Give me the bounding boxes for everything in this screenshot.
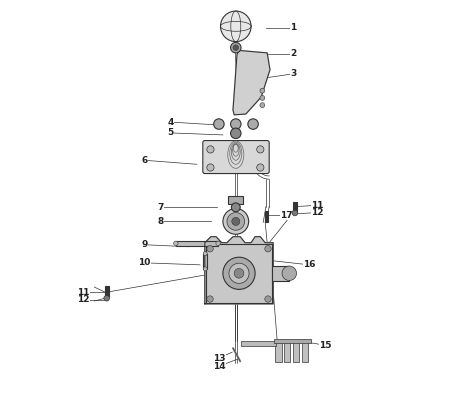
Circle shape <box>265 245 271 252</box>
Text: 6: 6 <box>141 156 147 165</box>
Circle shape <box>260 103 265 108</box>
Bar <box>176 241 218 245</box>
Circle shape <box>248 119 258 129</box>
Circle shape <box>203 252 207 256</box>
Text: 3: 3 <box>290 69 296 78</box>
Circle shape <box>214 119 224 129</box>
Text: 1: 1 <box>290 23 296 32</box>
Circle shape <box>223 257 255 290</box>
Circle shape <box>265 296 271 302</box>
Bar <box>228 196 244 204</box>
Text: 14: 14 <box>212 362 225 371</box>
Bar <box>241 341 276 346</box>
Circle shape <box>257 146 264 153</box>
Circle shape <box>207 245 213 252</box>
Bar <box>203 254 207 269</box>
Circle shape <box>260 88 265 93</box>
Circle shape <box>232 217 240 226</box>
Circle shape <box>223 209 249 234</box>
Text: 2: 2 <box>290 49 296 58</box>
Circle shape <box>230 128 241 139</box>
Text: 12: 12 <box>77 295 90 304</box>
Bar <box>206 243 273 303</box>
Circle shape <box>257 164 264 171</box>
Circle shape <box>227 213 245 230</box>
Text: 17: 17 <box>280 211 293 220</box>
Circle shape <box>229 263 249 284</box>
Bar <box>284 340 291 362</box>
Circle shape <box>220 11 251 42</box>
Bar <box>275 340 282 362</box>
Text: 13: 13 <box>213 354 225 362</box>
Bar <box>273 266 289 281</box>
Circle shape <box>260 96 265 100</box>
Text: 4: 4 <box>167 117 174 126</box>
Polygon shape <box>205 237 273 304</box>
Circle shape <box>216 241 220 245</box>
Circle shape <box>231 203 240 212</box>
Circle shape <box>207 296 213 302</box>
Bar <box>105 286 109 296</box>
Text: 16: 16 <box>303 260 316 269</box>
Circle shape <box>230 43 241 53</box>
FancyBboxPatch shape <box>203 141 269 173</box>
Polygon shape <box>233 51 270 115</box>
Text: 11: 11 <box>311 201 324 210</box>
Text: 9: 9 <box>141 240 148 249</box>
Circle shape <box>104 295 109 301</box>
Circle shape <box>203 267 207 271</box>
Bar <box>265 211 268 222</box>
Circle shape <box>233 45 238 51</box>
Bar <box>293 340 300 362</box>
Bar <box>293 202 297 211</box>
Circle shape <box>292 210 298 216</box>
Text: 8: 8 <box>157 217 164 226</box>
Circle shape <box>173 241 178 245</box>
Circle shape <box>230 119 241 129</box>
Circle shape <box>234 269 244 278</box>
Text: 15: 15 <box>319 341 332 350</box>
Bar <box>302 340 308 362</box>
Bar <box>274 339 311 343</box>
Text: 7: 7 <box>157 203 164 212</box>
Circle shape <box>282 266 297 281</box>
Text: 11: 11 <box>77 288 90 297</box>
Circle shape <box>207 164 214 171</box>
Circle shape <box>207 146 214 153</box>
Text: 5: 5 <box>167 128 174 137</box>
Text: 10: 10 <box>138 258 151 267</box>
Text: 12: 12 <box>311 208 324 217</box>
